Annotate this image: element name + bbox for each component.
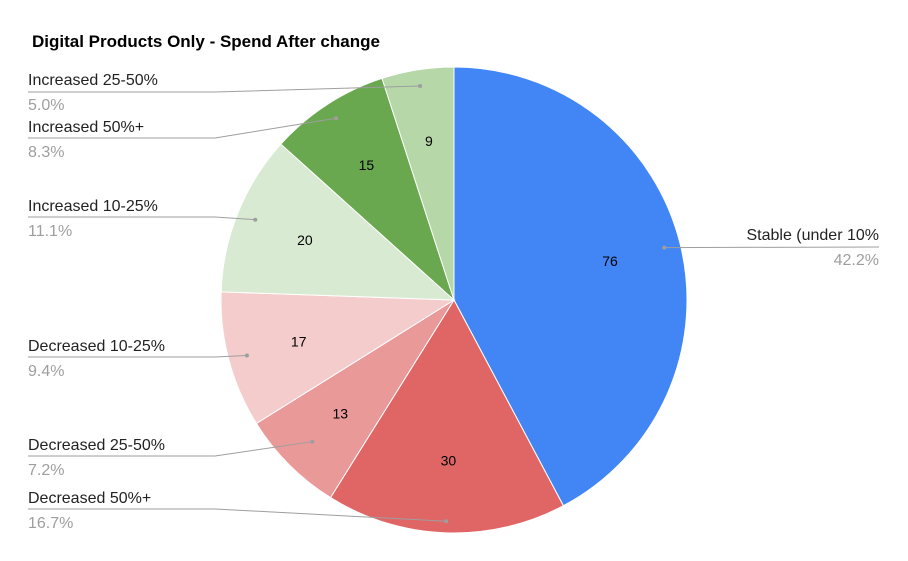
pie-slice (280, 77, 456, 302)
pie-slices (220, 66, 688, 534)
leader-line (28, 117, 337, 139)
callout-label-percent: 9.4% (28, 363, 64, 380)
callout-label-percent: 16.7% (28, 515, 73, 532)
callout-label-percent: 7.2% (28, 462, 64, 479)
leader-dot (418, 83, 423, 88)
leader-lines (28, 83, 880, 524)
callout-labels: Stable (under 10% 42.2% Decreased 50%+ 16.7… (28, 72, 879, 532)
pie-slice (453, 66, 688, 507)
callout-label-name: Stable (under 10% (746, 227, 879, 244)
leader-dot (244, 353, 249, 358)
leader-dot (310, 439, 315, 444)
slice-value-label: 17 (291, 334, 307, 350)
leader-line (28, 441, 313, 457)
callout-label-percent: 8.3% (28, 144, 64, 161)
leader-dot (253, 217, 258, 222)
callout-label-percent: 11.1% (28, 223, 72, 240)
slice-value-label: 30 (441, 453, 457, 469)
slice-value-label: 9 (425, 133, 433, 149)
callout-label-percent: 5.0% (28, 97, 64, 114)
leader-line (28, 508, 447, 522)
leader-line (28, 85, 421, 93)
callout-label-name: Increased 10-25% (28, 198, 158, 215)
pie-slice (220, 291, 456, 425)
slice-value-label: 20 (297, 232, 313, 248)
slice-value-label: 76 (602, 253, 618, 269)
pie-slice (381, 66, 455, 301)
leader-dot (662, 245, 667, 250)
pie-slice (255, 299, 455, 499)
leader-dot (444, 519, 449, 524)
slice-value-label: 13 (333, 406, 349, 422)
leader-line (664, 246, 880, 249)
slice-value-labels: 76 30 13 17 20 15 9 (291, 133, 618, 468)
callout-label-name: Increased 50%+ (28, 119, 144, 136)
callout-label-percent: 42.2% (834, 252, 879, 269)
callout-label-name: Increased 25-50% (28, 72, 158, 89)
leader-dot (333, 116, 338, 121)
pie-slice (329, 299, 565, 534)
pie-slice (220, 143, 456, 301)
callout-label-name: Decreased 10-25% (28, 338, 165, 355)
callout-label-name: Decreased 25-50% (28, 437, 165, 454)
slice-value-label: 15 (359, 157, 375, 173)
callout-label-name: Decreased 50%+ (28, 490, 151, 507)
chart-title: Digital Products Only - Spend After chan… (32, 32, 380, 51)
leader-line (28, 354, 247, 358)
leader-line (28, 216, 256, 221)
